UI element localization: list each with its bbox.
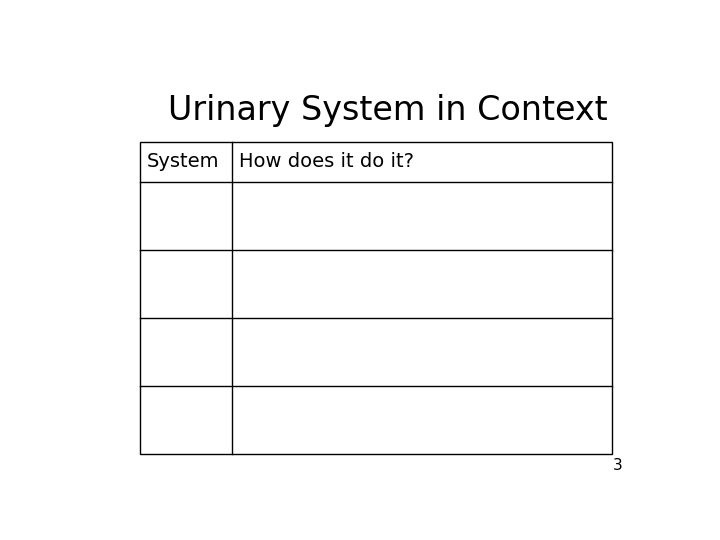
- Text: How does it do it?: How does it do it?: [239, 152, 414, 172]
- Bar: [140, 141, 612, 454]
- Text: 3: 3: [613, 458, 623, 473]
- Text: System: System: [147, 152, 220, 172]
- Text: Urinary System in Context: Urinary System in Context: [168, 94, 608, 127]
